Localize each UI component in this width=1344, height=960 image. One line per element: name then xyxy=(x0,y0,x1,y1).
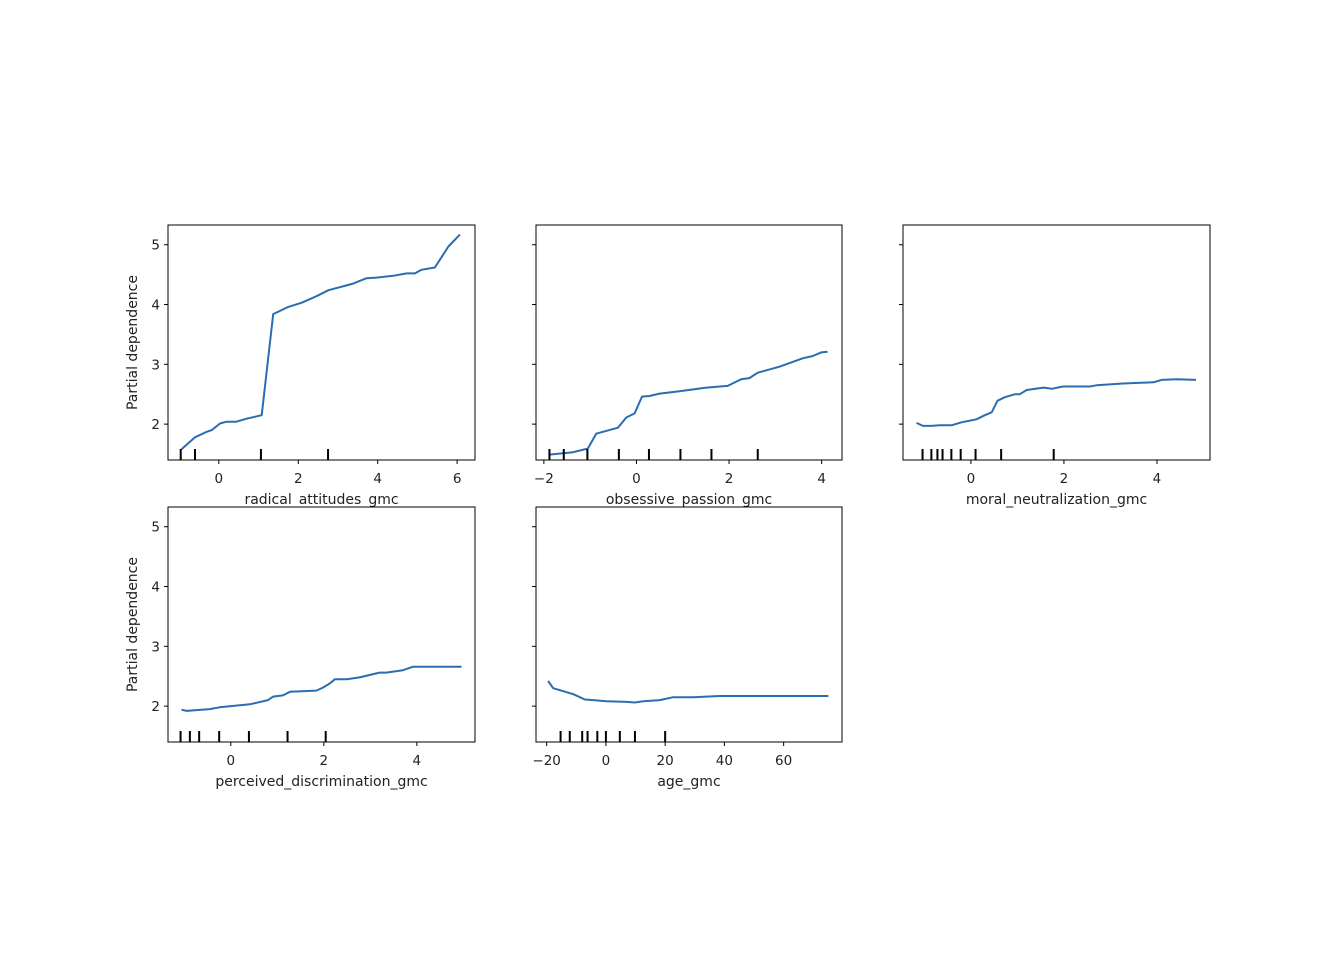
x-axis-label: obsessive_passion_gmc xyxy=(606,492,772,508)
pd-line xyxy=(916,378,1197,427)
x-tick-label: 4 xyxy=(373,471,382,487)
x-tick-label: 2 xyxy=(320,753,329,769)
y-tick-label: 3 xyxy=(151,357,160,373)
x-axis-label: age_gmc xyxy=(657,774,720,790)
y-tick-label: 2 xyxy=(151,417,160,433)
axes-frame xyxy=(167,224,476,461)
axes-frame xyxy=(902,224,1211,461)
x-tick-label: 0 xyxy=(226,753,235,769)
x-axis-label: radical_attitudes_gmc xyxy=(244,492,398,508)
y-tick-label: 5 xyxy=(151,520,160,536)
subplot-4: 0 2 4 2 3 4 5 perceived_discrimination_gmc Parti… xyxy=(125,506,476,790)
x-tick-label: −20 xyxy=(532,753,561,769)
subplot-2: −2 0 2 4 obsessive_passion_gmc xyxy=(532,224,843,508)
x-axis-label: perceived_discrimination_gmc xyxy=(215,774,427,790)
subplot-1: 0 2 4 6 2 3 4 5 radical_attitudes_gmc Partial dep… xyxy=(125,224,476,508)
subplot-3: 0 2 4 moral_neutralization_gmc xyxy=(899,224,1211,508)
axes-frame xyxy=(535,224,843,461)
x-tick-label: 0 xyxy=(632,471,641,487)
axes-frame xyxy=(535,506,843,743)
x-tick-label: 40 xyxy=(716,753,733,769)
x-tick-label: 4 xyxy=(1153,471,1162,487)
y-tick-label: 3 xyxy=(151,639,160,655)
y-axis-label: Partial dependence xyxy=(125,275,141,410)
y-axis-label: Partial dependence xyxy=(125,557,141,692)
y-tick-label: 2 xyxy=(151,699,160,715)
y-tick-label: 4 xyxy=(151,580,160,596)
x-tick-label: 0 xyxy=(215,471,224,487)
x-tick-label: 0 xyxy=(602,753,611,769)
x-tick-label: 2 xyxy=(725,471,734,487)
pd-line xyxy=(181,665,462,712)
y-tick-label: 5 xyxy=(151,238,160,254)
x-tick-label: 60 xyxy=(775,753,792,769)
pd-line xyxy=(549,350,828,456)
y-tick-label: 4 xyxy=(151,298,160,314)
x-tick-label: 6 xyxy=(453,471,462,487)
x-axis-label: moral_neutralization_gmc xyxy=(966,492,1147,508)
x-tick-label: 20 xyxy=(657,753,674,769)
pd-line xyxy=(547,680,829,704)
axes-frame xyxy=(167,506,476,743)
x-tick-label: 2 xyxy=(1060,471,1069,487)
x-tick-label: 4 xyxy=(413,753,422,769)
x-tick-label: −2 xyxy=(534,471,554,487)
x-tick-label: 2 xyxy=(294,471,303,487)
x-tick-label: 0 xyxy=(967,471,976,487)
subplot-5: −20 0 20 40 60 age_gmc xyxy=(532,506,843,790)
x-tick-label: 4 xyxy=(817,471,826,487)
pd-line xyxy=(180,233,461,450)
